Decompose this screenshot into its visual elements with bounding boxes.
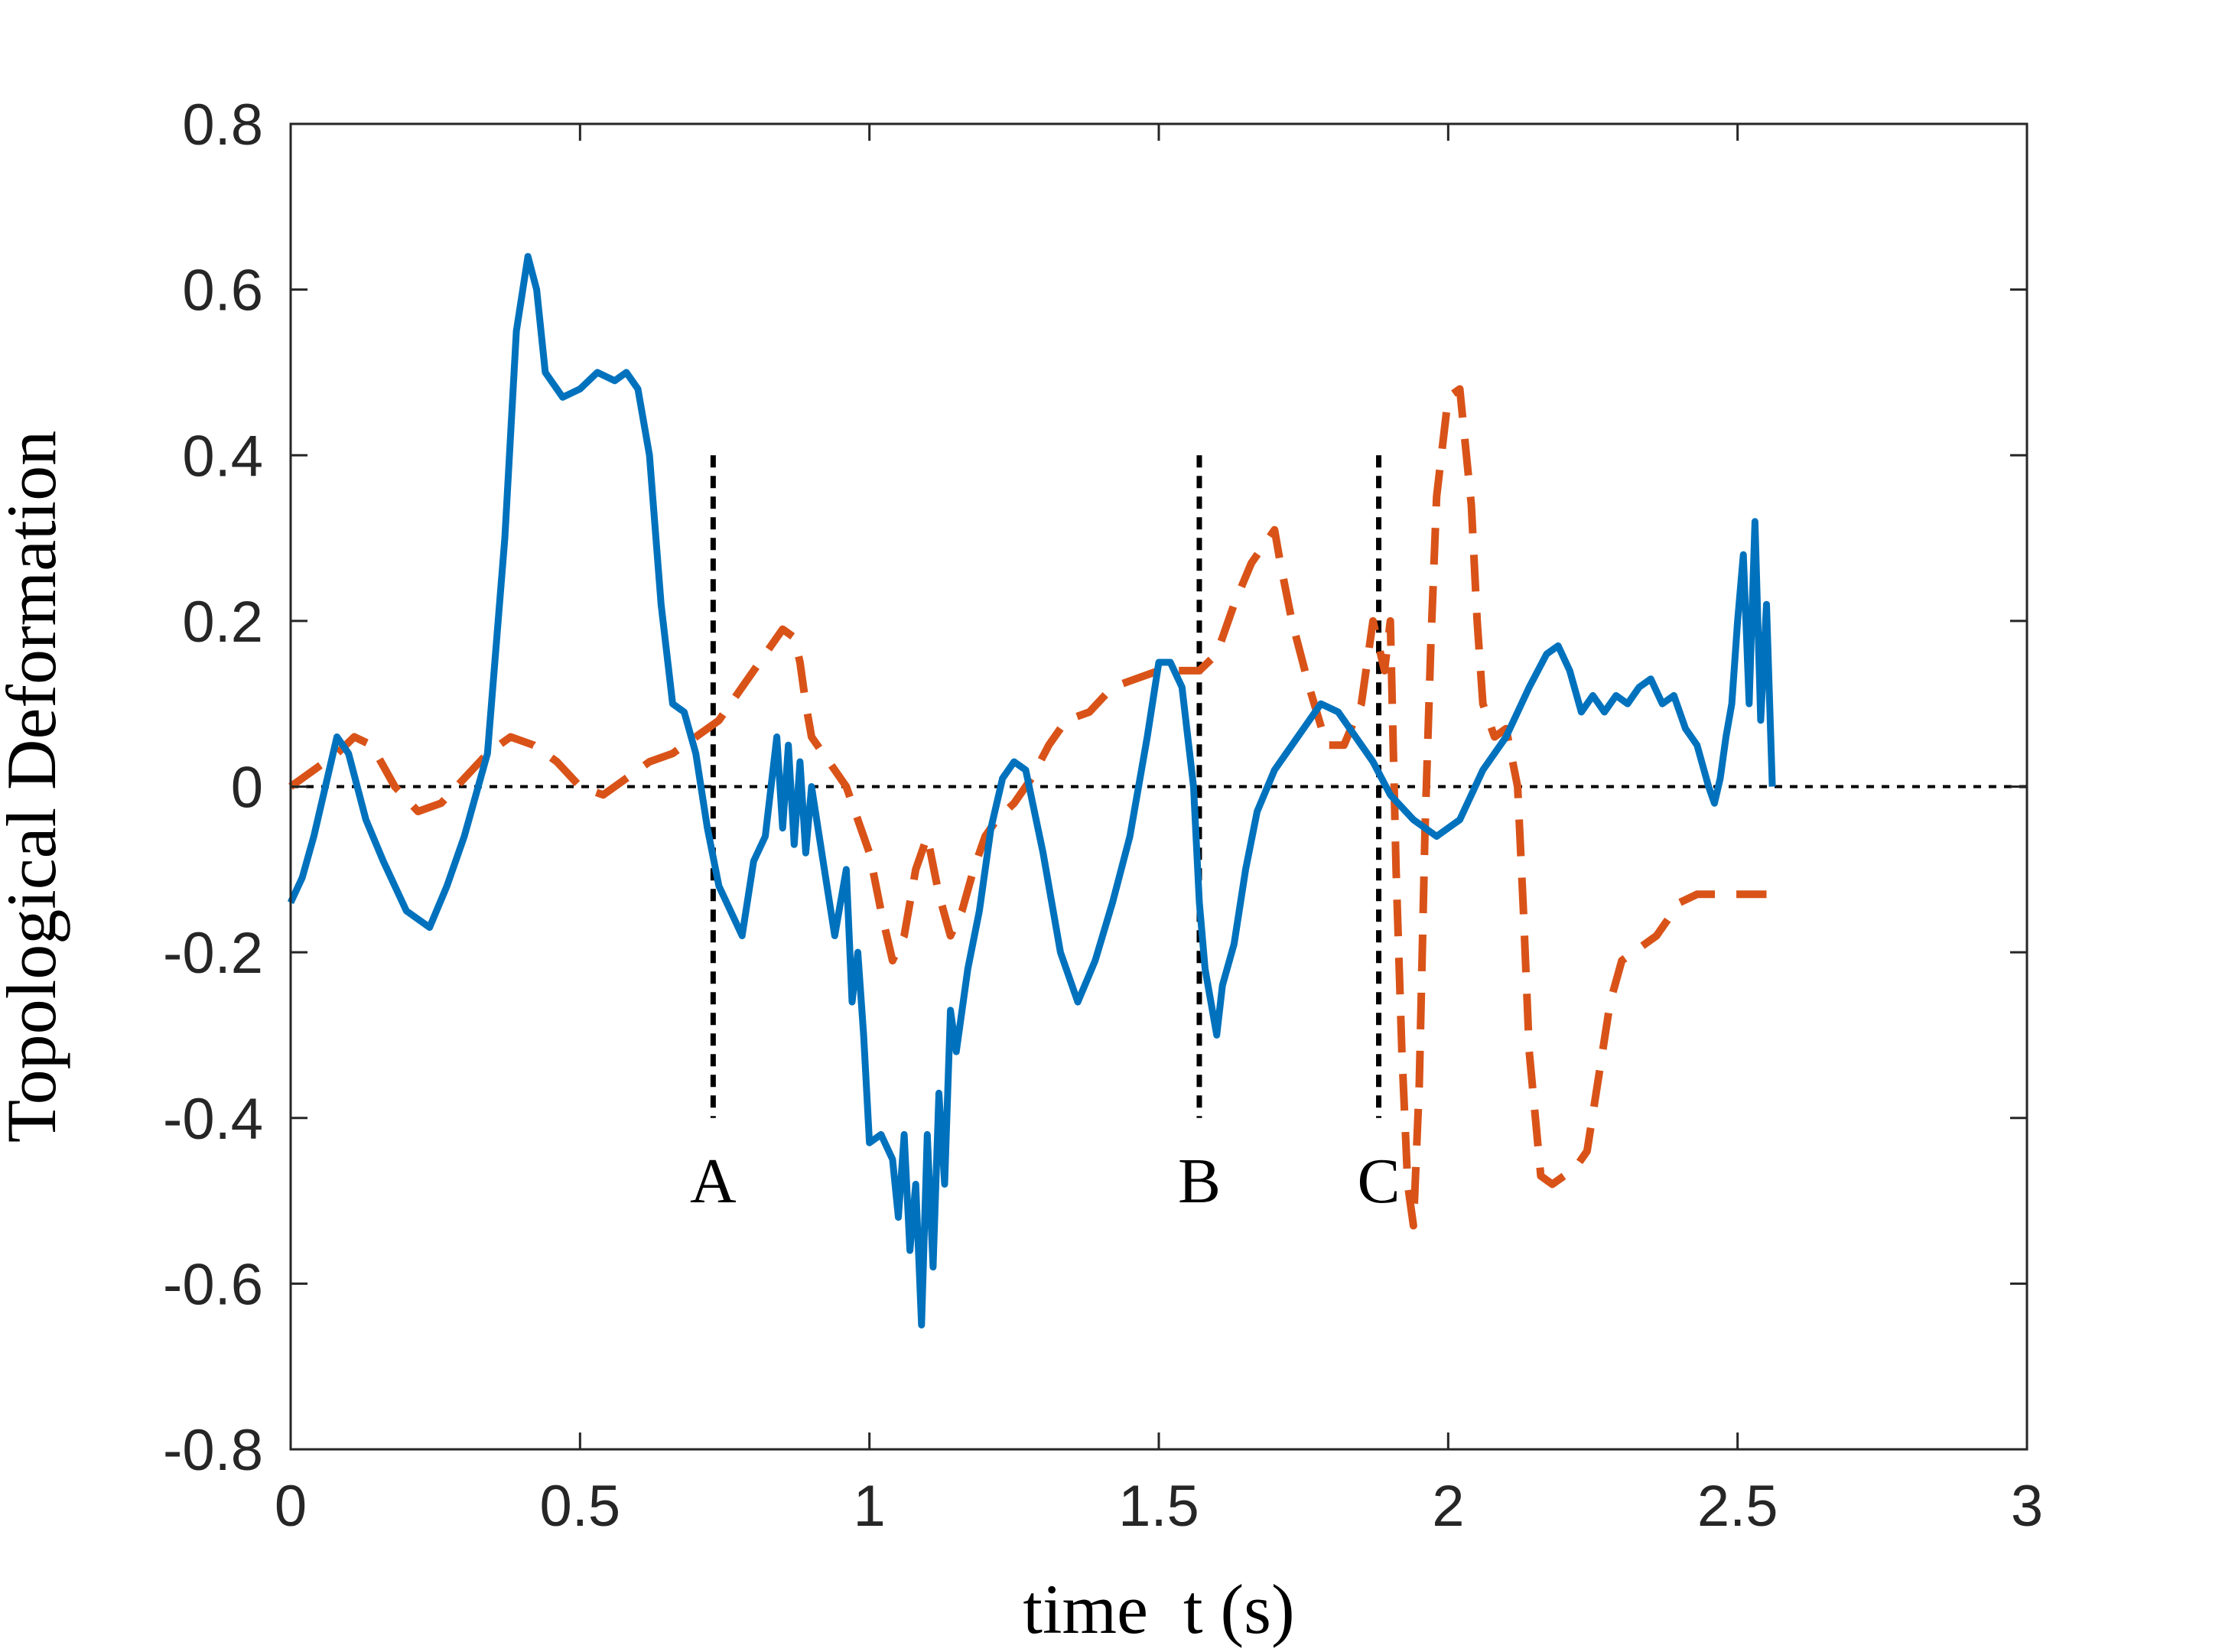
tick-layer: 0 0.5 1 1.5 2 2.5 3 0.8 0.6 0.4 0.2 0 -0.2 -0.4 -0.6 -0…	[163, 93, 2043, 1539]
y-tick-label: 0.2	[182, 590, 263, 655]
marker-label-a: A	[690, 1146, 737, 1217]
y-tick-label: 0.4	[182, 424, 263, 489]
x-axis-label: time t (s)	[1023, 1570, 1294, 1648]
y-tick-label: -0.8	[163, 1418, 263, 1483]
x-tick-label: 1	[854, 1474, 886, 1539]
marker-label-c: C	[1358, 1146, 1401, 1217]
series-line-dashed	[288, 385, 1767, 1230]
y-tick-label: 0	[231, 756, 263, 821]
y-tick-label: 0.8	[182, 93, 263, 158]
series-layer	[287, 252, 1776, 1328]
y-tick-label: -0.6	[163, 1252, 263, 1317]
marker-label-b: B	[1178, 1146, 1221, 1217]
x-tick-label: 1.5	[1118, 1474, 1199, 1539]
marker-layer: A B C	[690, 455, 1401, 1217]
x-tick-label: 0.5	[540, 1474, 621, 1539]
x-tick-label: 2	[1432, 1474, 1464, 1539]
x-tick-label: 0	[275, 1474, 307, 1539]
y-tick-label: -0.4	[163, 1087, 263, 1152]
x-tick-label: 3	[2011, 1474, 2043, 1539]
y-tick-label: -0.2	[163, 921, 263, 986]
series-line-solid	[287, 252, 1776, 1328]
y-axis-label: Topological Deformation	[0, 431, 70, 1143]
x-tick-label: 2.5	[1697, 1474, 1778, 1539]
y-tick-label: 0.6	[182, 259, 263, 324]
